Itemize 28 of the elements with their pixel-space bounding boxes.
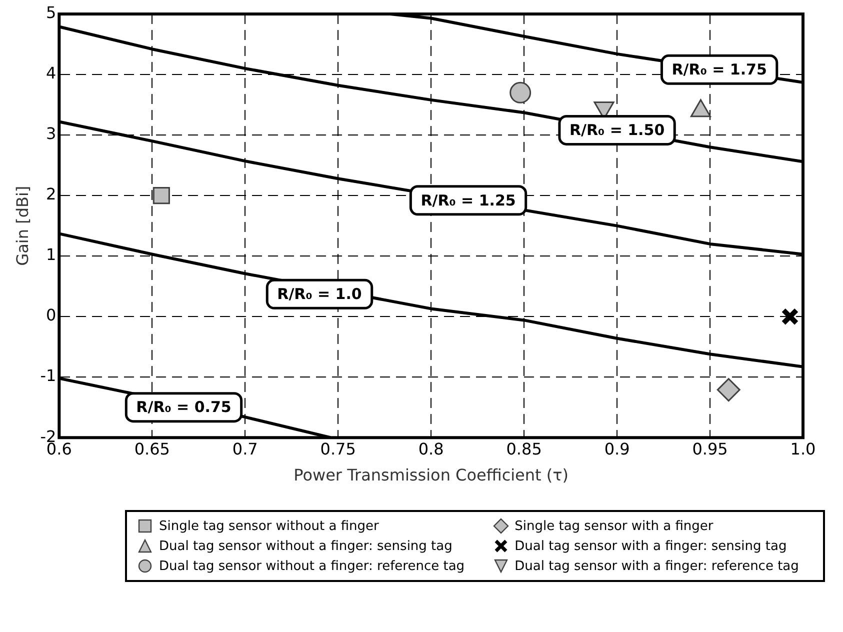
legend-label: Dual tag sensor without a finger: reference tag [159, 558, 465, 574]
legend-label: Dual tag sensor with a finger: reference tag [514, 558, 799, 574]
y-tick-label: 3 [46, 124, 56, 144]
x-tick-label: 0.9 [604, 439, 630, 458]
annotation: R/R₀ = 1.50 [569, 121, 665, 140]
x-tick-label: 1.0 [790, 439, 816, 458]
y-tick-label: 0 [46, 306, 56, 325]
y-tick-label: 5 [46, 3, 56, 22]
y-axis-title: Gain [dBi] [12, 186, 32, 266]
y-tick-label: 2 [46, 184, 56, 204]
annotation: R/R₀ = 1.0 [277, 285, 362, 304]
annotation: R/R₀ = 0.75 [136, 398, 232, 416]
legend-label: Single tag sensor with a finger [514, 518, 714, 534]
y-tick-label: -1 [40, 366, 56, 386]
y-tick-label: 1 [46, 245, 56, 264]
x-tick-label: 0.8 [418, 439, 444, 458]
x-tick-label: 0.95 [692, 439, 728, 458]
legend-label: Single tag sensor without a finger [159, 518, 379, 534]
y-tick-label: 4 [46, 64, 56, 83]
x-tick-label: 0.85 [506, 439, 542, 458]
legend-label: Dual tag sensor without a finger: sensing tag [159, 538, 452, 554]
x-axis-title: Power Transmission Coefficient (τ) [294, 466, 569, 485]
legend-label: Dual tag sensor with a finger: sensing tag [514, 538, 787, 554]
x-tick-label: 0.75 [320, 439, 356, 458]
x-tick-label: 0.65 [134, 439, 170, 458]
annotation: R/R₀ = 1.75 [672, 60, 767, 79]
annotation: R/R₀ = 1.25 [420, 191, 516, 210]
x-tick-label: 0.7 [232, 439, 258, 458]
